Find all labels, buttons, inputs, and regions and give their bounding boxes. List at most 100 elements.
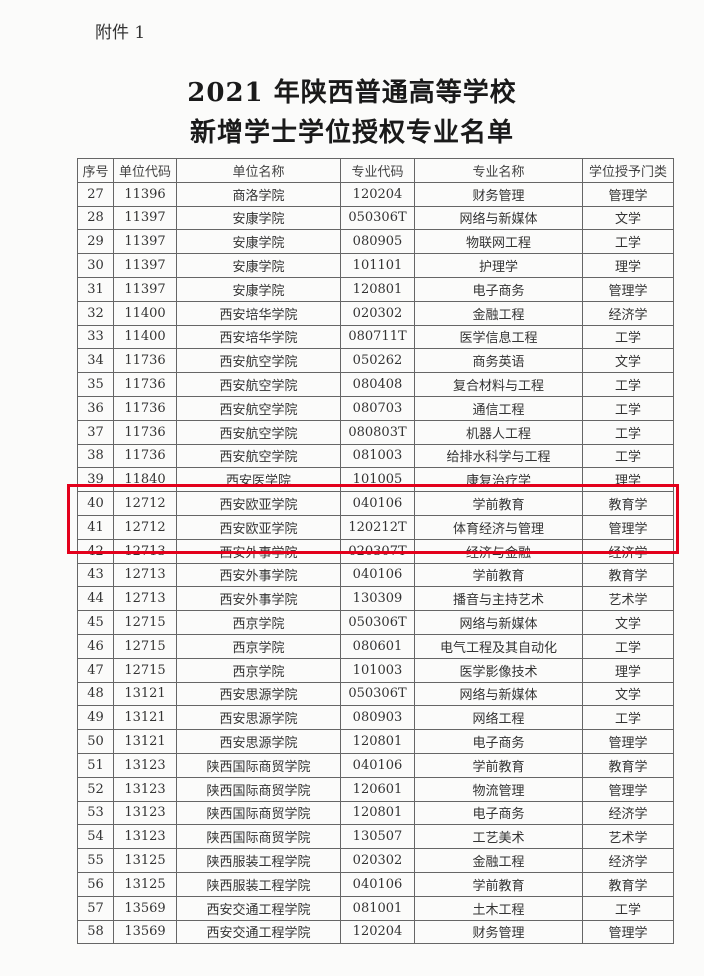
cell-seq: 30 — [77, 253, 114, 278]
cell-major-code: 130507 — [340, 824, 415, 850]
cell-major-code: 080803T — [340, 419, 415, 445]
cell-major-code: 120204 — [340, 181, 415, 207]
cell-unit-code: 11736 — [113, 348, 177, 374]
table-row: 30 11397 安康学院 101101 护理学 理学 — [77, 253, 674, 278]
header-unit-code: 单位代码 — [113, 158, 177, 183]
cell-degree-category: 工学 — [582, 443, 674, 469]
cell-unit-code: 12712 — [113, 514, 177, 540]
cell-seq: 57 — [77, 895, 114, 921]
cell-unit-code: 13123 — [113, 824, 177, 850]
cell-major-code: 080903 — [340, 705, 415, 731]
cell-unit-code: 11736 — [113, 419, 177, 445]
cell-major-code: 040106 — [340, 871, 415, 897]
cell-major-name: 金融工程 — [414, 848, 583, 873]
cell-unit-name: 西安航空学院 — [176, 348, 341, 374]
cell-unit-code: 13125 — [113, 848, 177, 873]
cell-unit-name: 西安交通工程学院 — [176, 919, 341, 945]
cell-major-code: 080711T — [340, 324, 415, 350]
cell-degree-category: 文学 — [582, 610, 674, 635]
cell-seq: 55 — [77, 848, 114, 873]
table-row: 33 11400 西安培华学院 080711T 医学信息工程 工学 — [77, 324, 674, 350]
cell-degree-category: 管理学 — [582, 514, 674, 540]
cell-major-code: 120801 — [340, 276, 415, 302]
cell-degree-category: 管理学 — [582, 776, 674, 802]
table-row: 48 13121 西安思源学院 050306T 网络与新媒体 文学 — [77, 681, 674, 707]
cell-major-name: 医学影像技术 — [414, 657, 583, 683]
table-row: 31 11397 安康学院 120801 电子商务 管理学 — [77, 276, 674, 302]
cell-seq: 53 — [77, 800, 114, 826]
cell-major-name: 通信工程 — [414, 395, 583, 421]
cell-unit-code: 12715 — [113, 633, 177, 659]
cell-major-name: 给排水科学与工程 — [414, 443, 583, 469]
cell-major-code: 080408 — [340, 372, 415, 397]
cell-degree-category: 教育学 — [582, 491, 674, 516]
table-row: 40 12712 西安欧亚学院 040106 学前教育 教育学 — [77, 491, 674, 516]
cell-major-code: 050306T — [340, 205, 415, 231]
cell-major-code: 050262 — [340, 348, 415, 374]
cell-major-code: 130309 — [340, 586, 415, 612]
cell-unit-name: 陕西国际商贸学院 — [176, 800, 341, 826]
cell-unit-code: 11397 — [113, 276, 177, 302]
cell-degree-category: 艺术学 — [582, 824, 674, 850]
cell-unit-code: 11400 — [113, 300, 177, 326]
cell-major-name: 学前教育 — [414, 491, 583, 516]
cell-degree-category: 管理学 — [582, 181, 674, 207]
cell-major-code: 080905 — [340, 229, 415, 255]
cell-seq: 51 — [77, 752, 114, 778]
cell-seq: 56 — [77, 871, 114, 897]
cell-seq: 50 — [77, 729, 114, 754]
cell-major-code: 040106 — [340, 752, 415, 778]
cell-degree-category: 工学 — [582, 705, 674, 731]
cell-unit-name: 西安航空学院 — [176, 395, 341, 421]
cell-unit-name: 西京学院 — [176, 657, 341, 683]
cell-seq: 29 — [77, 229, 114, 255]
cell-unit-name: 安康学院 — [176, 253, 341, 278]
cell-unit-code: 12712 — [113, 491, 177, 516]
cell-unit-code: 11397 — [113, 229, 177, 255]
cell-major-name: 复合材料与工程 — [414, 372, 583, 397]
cell-major-code: 120801 — [340, 729, 415, 754]
cell-degree-category: 教育学 — [582, 752, 674, 778]
cell-unit-name: 西安航空学院 — [176, 419, 341, 445]
cell-seq: 27 — [77, 181, 114, 207]
cell-major-name: 网络与新媒体 — [414, 681, 583, 707]
cell-seq: 44 — [77, 586, 114, 612]
cell-major-code: 120801 — [340, 800, 415, 826]
table-row: 56 13125 陕西服装工程学院 040106 学前教育 教育学 — [77, 871, 674, 897]
cell-unit-name: 陕西国际商贸学院 — [176, 752, 341, 778]
header-major-name: 专业名称 — [414, 158, 583, 183]
cell-unit-code: 12715 — [113, 657, 177, 683]
cell-seq: 38 — [77, 443, 114, 469]
cell-unit-code: 13121 — [113, 705, 177, 731]
cell-major-name: 物联网工程 — [414, 229, 583, 255]
cell-major-name: 医学信息工程 — [414, 324, 583, 350]
cell-major-name: 土木工程 — [414, 895, 583, 921]
cell-major-name: 学前教育 — [414, 562, 583, 588]
cell-degree-category: 工学 — [582, 895, 674, 921]
cell-major-name: 财务管理 — [414, 181, 583, 207]
cell-unit-name: 西安培华学院 — [176, 324, 341, 350]
cell-degree-category: 理学 — [582, 657, 674, 683]
cell-degree-category: 经济学 — [582, 848, 674, 873]
cell-major-name: 网络与新媒体 — [414, 610, 583, 635]
cell-major-code: 120204 — [340, 919, 415, 945]
cell-degree-category: 工学 — [582, 633, 674, 659]
table-row: 51 13123 陕西国际商贸学院 040106 学前教育 教育学 — [77, 752, 674, 778]
table-row: 55 13125 陕西服装工程学院 020302 金融工程 经济学 — [77, 848, 674, 873]
cell-degree-category: 理学 — [582, 253, 674, 278]
cell-degree-category: 文学 — [582, 205, 674, 231]
cell-unit-code: 11400 — [113, 324, 177, 350]
highlight-box — [67, 484, 679, 554]
cell-unit-code: 11840 — [113, 467, 177, 493]
table-row: 43 12713 西安外事学院 040106 学前教育 教育学 — [77, 562, 674, 588]
cell-unit-name: 陕西服装工程学院 — [176, 848, 341, 873]
table-header-row: 序号 单位代码 单位名称 专业代码 专业名称 学位授予门类 — [77, 158, 674, 183]
cell-unit-name: 陕西服装工程学院 — [176, 871, 341, 897]
cell-major-name: 学前教育 — [414, 752, 583, 778]
cell-major-code: 020302 — [340, 300, 415, 326]
cell-unit-code: 11397 — [113, 253, 177, 278]
cell-major-name: 播音与主持艺术 — [414, 586, 583, 612]
cell-degree-category: 工学 — [582, 229, 674, 255]
cell-major-name: 网络工程 — [414, 705, 583, 731]
cell-unit-code: 13569 — [113, 919, 177, 945]
